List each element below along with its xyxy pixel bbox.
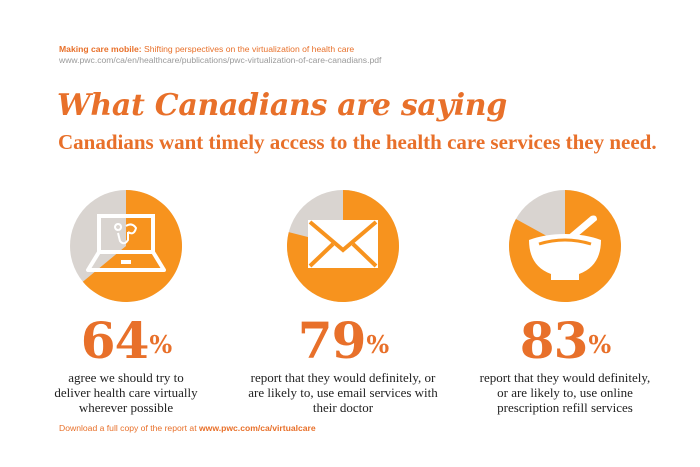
stat-line: report that they would definitely, or xyxy=(250,370,436,385)
stat-virtual-care: 64% agree we should try to deliver healt… xyxy=(16,186,236,415)
stat-percent: 83% xyxy=(455,312,675,370)
stat-percent: 64% xyxy=(16,312,236,370)
envelope-icon xyxy=(308,220,378,268)
pie-slice xyxy=(82,190,182,302)
stat-email: 79% report that they would definitely, o… xyxy=(233,186,453,415)
stat-percent: 79% xyxy=(233,312,453,370)
stat-number: 79 xyxy=(297,311,367,370)
stat-prescription: 83% report that they would definitely, o… xyxy=(455,186,675,415)
page-title: What Canadians are saying xyxy=(57,88,507,123)
footer: Download a full copy of the report at ww… xyxy=(59,423,316,433)
stat-line: deliver health care virtually xyxy=(54,385,198,400)
footer-text: Download a full copy of the report at xyxy=(59,423,199,433)
stat-number: 83 xyxy=(519,311,589,370)
pie-chart xyxy=(287,190,399,302)
pie-chart xyxy=(70,190,182,302)
page-subtitle: Canadians want timely access to the heal… xyxy=(58,130,657,154)
percent-sign: % xyxy=(588,330,611,359)
stat-description: agree we should try to deliver health ca… xyxy=(16,370,236,415)
stat-description: report that they would definitely, or ar… xyxy=(455,370,675,415)
stat-line: are likely to, use email services with xyxy=(248,385,438,400)
stat-description: report that they would definitely, or ar… xyxy=(233,370,453,415)
source-label: Making care mobile: xyxy=(59,44,142,54)
laptop-stethoscope-icon xyxy=(86,214,166,272)
stat-number: 64 xyxy=(80,311,150,370)
source-url[interactable]: www.pwc.com/ca/en/healthcare/publication… xyxy=(59,55,382,65)
stat-line: or are likely to, use online xyxy=(497,385,633,400)
stat-line: report that they would definitely, xyxy=(479,370,651,385)
stat-line: wherever possible xyxy=(78,400,174,415)
percent-sign: % xyxy=(149,330,172,359)
stat-line: their doctor xyxy=(312,400,374,415)
stat-line: agree we should try to xyxy=(68,370,184,385)
pie-chart xyxy=(509,190,621,302)
stat-line: prescription refill services xyxy=(497,400,633,415)
percent-sign: % xyxy=(366,330,389,359)
mortar-pestle-icon xyxy=(529,215,601,280)
footer-link[interactable]: www.pwc.com/ca/virtualcare xyxy=(198,423,316,433)
source-description: Shifting perspectives on the virtualizat… xyxy=(144,44,355,54)
source-citation: Making care mobile: Shifting perspective… xyxy=(59,44,381,66)
